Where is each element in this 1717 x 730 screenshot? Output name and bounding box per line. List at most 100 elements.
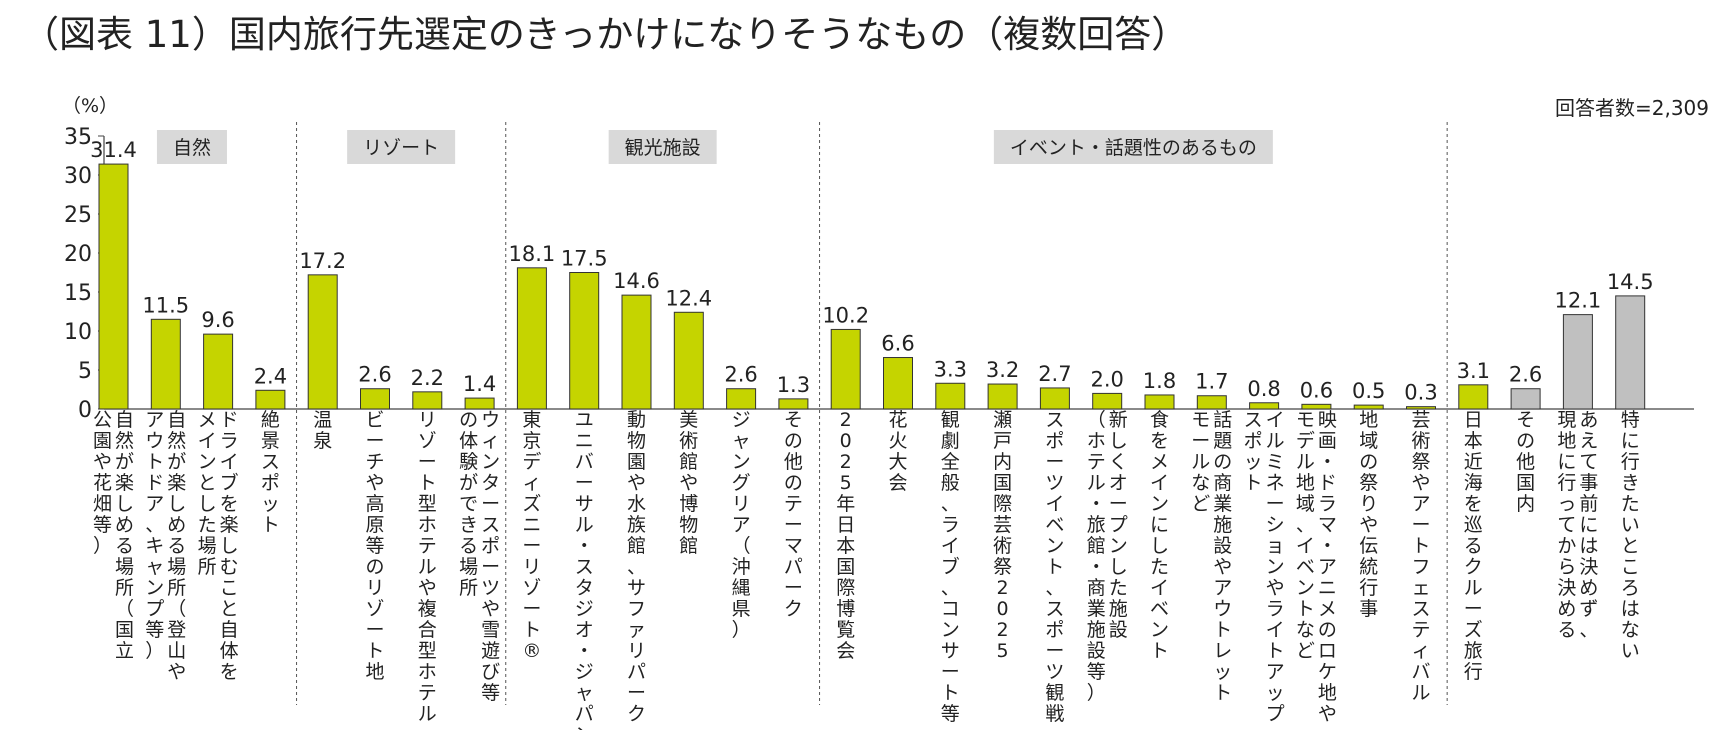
data-label: 10.2 xyxy=(822,303,869,327)
data-label: 17.2 xyxy=(299,249,346,273)
category-label: ウィンタースポーツや雪遊び等 xyxy=(481,409,500,704)
y-tick-label: 0 xyxy=(78,398,92,423)
data-label: 2.6 xyxy=(724,363,757,387)
bar xyxy=(935,382,966,410)
y-tick-label: 25 xyxy=(64,203,92,228)
category-label: 自然が楽しめる場所（国立 xyxy=(115,409,134,662)
data-label: 2.2 xyxy=(411,366,444,390)
data-label: 3.1 xyxy=(1457,359,1490,383)
y-tick-label: 10 xyxy=(64,320,92,345)
bar xyxy=(1144,394,1175,410)
data-label: 0.8 xyxy=(1247,377,1280,401)
data-label: 1.3 xyxy=(777,373,810,397)
data-label: 3.3 xyxy=(934,357,967,381)
bar xyxy=(203,333,234,410)
group-label: イベント・話題性のあるもの xyxy=(1010,137,1257,159)
category-label: の体験ができる場所 xyxy=(459,409,478,599)
category-label: 現地に行ってから決める xyxy=(1557,409,1576,641)
category-label: 映画・ドラマ・アニメのロケ地や xyxy=(1318,409,1337,725)
bar xyxy=(307,274,338,410)
data-label: 1.7 xyxy=(1195,370,1228,394)
bar xyxy=(883,357,913,410)
bar xyxy=(987,383,1018,410)
category-label: スポーツイベント、スポーツ観戦 xyxy=(1045,409,1064,725)
category-label: 瀬戸内国際芸術祭 2 0 2 5 xyxy=(993,409,1012,662)
category-label: 動物園や水族館、サファリパーク xyxy=(627,409,646,725)
category-label: 話題の商業施設やアウトレット xyxy=(1213,409,1232,704)
category-label: （ホテル・旅館・商業施設等） xyxy=(1087,409,1106,704)
data-label: 12.1 xyxy=(1555,289,1602,313)
category-label: 東京ディズニーリゾート® xyxy=(522,409,541,662)
bar xyxy=(464,397,495,410)
data-label: 14.6 xyxy=(613,269,660,293)
category-label: 絶景スポット xyxy=(261,409,280,536)
bar xyxy=(569,272,600,410)
data-label: 9.6 xyxy=(201,308,234,332)
group-label-box xyxy=(608,130,717,164)
group-label: 観光施設 xyxy=(625,137,701,159)
data-label: 1.8 xyxy=(1143,369,1176,393)
category-label: ジャングリア（沖縄県） xyxy=(732,409,751,641)
bar xyxy=(830,328,861,410)
category-label: 食をメインにしたイベント xyxy=(1150,409,1169,662)
category-label: あえて事前には決めず、 xyxy=(1579,409,1598,641)
data-label: 2.4 xyxy=(254,364,287,388)
category-label: メインとした場所 xyxy=(198,409,217,578)
category-label: アウトドア、キャンプ等） xyxy=(145,409,164,662)
category-label: ドライブを楽しむこと自体を xyxy=(220,409,239,683)
category-label: その他のテーマパーク xyxy=(784,409,803,620)
data-label: 2.0 xyxy=(1090,367,1123,391)
data-label: 12.4 xyxy=(665,286,712,310)
data-label: 2.7 xyxy=(1038,362,1071,386)
category-label: その他国内 xyxy=(1516,409,1535,515)
bar xyxy=(621,294,652,410)
category-label: リゾート型ホテルや複合型ホテル xyxy=(418,409,437,725)
data-label: 18.1 xyxy=(509,242,556,266)
group-label-box xyxy=(347,130,456,164)
data-label: 0.6 xyxy=(1300,378,1333,402)
category-label: スポット xyxy=(1244,409,1263,494)
bar xyxy=(516,267,547,410)
bar xyxy=(1510,388,1541,410)
y-axis-label: （%） xyxy=(62,95,118,117)
data-label: 1.4 xyxy=(463,372,496,396)
bar xyxy=(1562,314,1593,410)
bar xyxy=(1196,395,1227,410)
y-tick-label: 5 xyxy=(78,359,92,384)
category-label: 公園や花畑等） xyxy=(93,409,112,557)
data-label: 31.4 xyxy=(90,138,137,162)
category-label: 温泉 xyxy=(313,409,332,452)
bar xyxy=(412,391,443,410)
category-label: 日本近海を巡るクルーズ旅行 xyxy=(1464,409,1483,683)
data-label: 3.2 xyxy=(986,358,1019,382)
bar xyxy=(98,163,129,410)
category-label: 2 0 2 5 年日本国際博覧会 xyxy=(836,409,855,662)
group-label-box xyxy=(156,130,227,164)
bar xyxy=(255,389,286,410)
data-label: 0.5 xyxy=(1352,379,1385,403)
category-label: 芸術祭やアートフェスティバル xyxy=(1411,409,1430,704)
group-label-box xyxy=(993,130,1273,164)
data-label: 2.6 xyxy=(1509,363,1542,387)
category-label: 自然が楽しめる場所（登山や xyxy=(167,409,186,683)
bar xyxy=(150,318,181,410)
bar xyxy=(360,388,390,410)
data-label: 14.5 xyxy=(1607,270,1654,294)
respondent-count-note: 回答者数=2,309 xyxy=(1555,96,1709,120)
group-label: リゾート xyxy=(363,137,439,159)
category-label: 地域の祭りや伝統行事 xyxy=(1359,409,1378,620)
bar xyxy=(726,388,757,410)
y-tick-label: 15 xyxy=(64,281,92,306)
category-label: 特に行きたいところはない xyxy=(1621,409,1640,662)
category-label: ユニバーサル・スタジオ・ジャパン xyxy=(575,409,594,730)
data-label: 0.3 xyxy=(1404,381,1437,405)
bar xyxy=(1039,387,1070,410)
category-label: 美術館や博物館 xyxy=(679,409,698,557)
data-label: 2.6 xyxy=(358,363,391,387)
bar xyxy=(1458,384,1489,410)
bar xyxy=(1615,295,1646,410)
y-tick-label: 30 xyxy=(64,164,92,189)
bar xyxy=(1353,404,1384,410)
data-label: 17.5 xyxy=(561,247,608,271)
bar xyxy=(1301,403,1332,410)
